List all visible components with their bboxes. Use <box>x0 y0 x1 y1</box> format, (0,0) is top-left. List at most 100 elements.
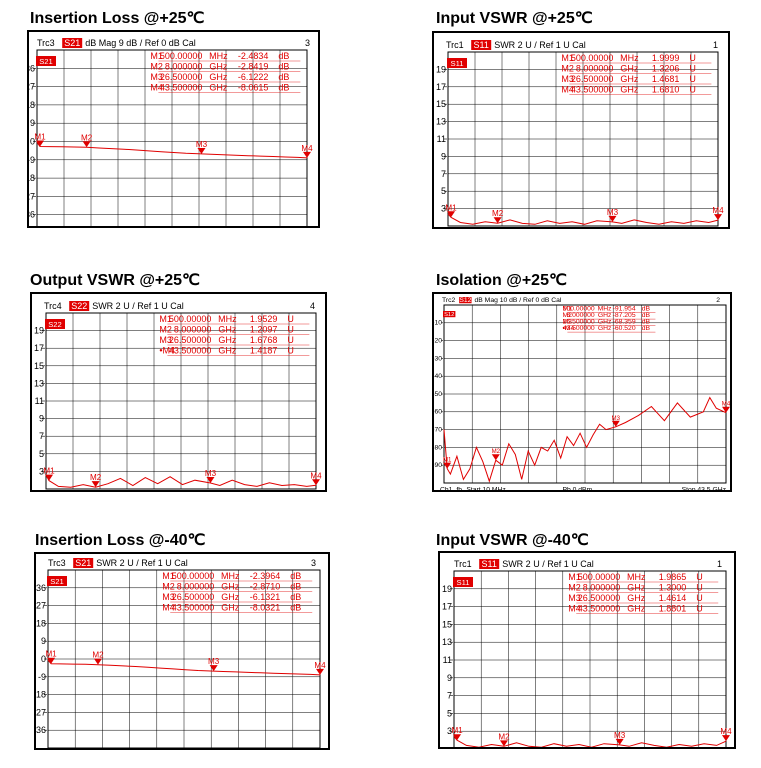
marker-triangle <box>91 481 100 488</box>
marker-value-unit: U <box>689 85 696 95</box>
ref-badge-label: S21 <box>50 577 64 586</box>
marker-value-unit: U <box>287 314 294 324</box>
y-tick-label: 7 <box>447 691 452 701</box>
channel-number: 2 <box>716 297 720 304</box>
ref-badge-label: S12 <box>444 312 454 318</box>
y-tick-label: -18 <box>29 173 35 183</box>
format-label: dB Mag 9 dB / Ref 0 dB Cal <box>85 38 196 48</box>
param-label: S12 <box>459 297 471 304</box>
trace-line <box>36 142 308 159</box>
marker-triangle <box>82 141 91 148</box>
y-tick-label: -27 <box>36 707 46 717</box>
analyzer-screen: Trc3 S21 dB Mag 9 dB / Ref 0 dB Cal 3 36 27 18… <box>27 30 320 228</box>
marker-value-unit: dB <box>290 582 301 592</box>
marker-value: 1.9529 <box>250 314 278 324</box>
marker-unit: MHz <box>221 571 240 581</box>
marker-value: 1.3000 <box>659 583 687 593</box>
y-tick-label: 3 <box>39 466 44 476</box>
marker-flag-label: M3 <box>196 140 208 149</box>
marker-freq: 500.00000 <box>169 314 212 324</box>
y-tick-label: 13 <box>442 637 452 647</box>
marker-triangle <box>615 738 624 745</box>
marker-freq: 26.500000 <box>169 335 212 345</box>
chart-svg: Trc1 S11 SWR 2 U / Ref 1 U Cal 119171513119… <box>436 40 724 227</box>
y-tick-label: 27 <box>29 82 35 92</box>
y-tick-label: 19 <box>442 584 452 594</box>
marker-value: 1.4681 <box>652 74 680 84</box>
marker-unit: MHz <box>620 53 639 63</box>
param-label: S11 <box>482 559 497 569</box>
marker-value: -87.205 <box>613 312 636 319</box>
y-tick-label: 15 <box>34 361 44 371</box>
footer-power: Pb 0 dBm <box>562 486 592 490</box>
marker-flag-label: M2 <box>81 133 93 142</box>
marker-freq: 26.500000 <box>563 319 595 326</box>
chart-svg: Trc3 S21 SWR 2 U / Ref 1 U Cal 3 36 27 18 9 0 -9 -… <box>36 558 326 748</box>
marker-freq: 8.000000 <box>583 583 621 593</box>
marker-name: M4 <box>150 83 163 93</box>
marker-triangle <box>303 151 311 158</box>
marker-freq: 26.500000 <box>172 592 215 602</box>
marker-unit: GHz <box>598 325 612 332</box>
marker-flag-label: M2 <box>498 732 510 741</box>
y-tick-label: 9 <box>441 151 446 161</box>
marker-freq: 43.500000 <box>563 325 595 332</box>
marker-freq: 500.00000 <box>563 306 595 313</box>
marker-flag-label: M4 <box>310 471 322 480</box>
marker-name: M2 <box>562 312 572 319</box>
marker-unit: GHz <box>620 74 639 84</box>
marker-triangle <box>608 215 617 222</box>
chart-svg: Trc1 S11 SWR 2 U / Ref 1 U Cal 119171513119… <box>442 559 732 747</box>
marker-flag-label: M1 <box>43 467 55 476</box>
y-tick-label: 3 <box>441 204 446 214</box>
marker-triangle <box>47 657 56 664</box>
marker-value-unit: dB <box>642 319 651 326</box>
y-tick-label: 18 <box>36 618 46 628</box>
footer-start: Start 10 MHz <box>466 486 506 490</box>
marker-triangle <box>722 406 730 413</box>
marker-unit: MHz <box>218 314 237 324</box>
ref-badge <box>443 311 456 318</box>
chart-title: Insertion Loss @-40℃ <box>35 532 206 549</box>
marker-name: M1 <box>159 314 172 324</box>
marker-freq: 43.500000 <box>578 604 621 614</box>
marker-flag-label: M2 <box>492 209 504 218</box>
marker-value: -68.359 <box>613 319 636 326</box>
marker-name: M2 <box>561 64 574 74</box>
marker-value-unit: U <box>696 604 703 614</box>
marker-value-unit: dB <box>278 72 289 82</box>
marker-unit: GHz <box>218 325 237 335</box>
y-tick-label: 7 <box>441 169 446 179</box>
marker-unit: GHz <box>221 592 240 602</box>
marker-name: •M4 <box>159 346 175 356</box>
marker-value: 1.4614 <box>659 593 687 603</box>
marker-flag-label: M4 <box>722 401 730 408</box>
marker-unit: GHz <box>627 583 646 593</box>
format-label: SWR 2 U / Ref 1 U Cal <box>494 40 586 50</box>
y-tick-label: 17 <box>34 343 44 353</box>
marker-unit: MHz <box>627 572 646 582</box>
y-tick-label: 7 <box>39 431 44 441</box>
chart-title: Insertion Loss @+25℃ <box>30 10 205 27</box>
marker-triangle <box>611 420 620 427</box>
y-tick-label: 13 <box>436 117 446 127</box>
y-tick-label: -9 <box>38 672 46 682</box>
y-tick-label: -36 <box>36 725 46 735</box>
marker-value-unit: dB <box>278 51 289 61</box>
marker-flag-label: M3 <box>205 469 217 478</box>
marker-unit: GHz <box>620 64 639 74</box>
marker-flag-label: M1 <box>445 203 457 212</box>
param-label: S21 <box>75 558 91 568</box>
param-label: S21 <box>64 38 80 48</box>
marker-flag-label: M3 <box>607 208 619 217</box>
marker-name: M2 <box>162 582 175 592</box>
channel-number: 1 <box>717 559 722 569</box>
marker-value: -8.0615 <box>238 83 269 93</box>
marker-triangle <box>209 665 218 672</box>
format-label: dB Mag 10 dB / Ref 0 dB Cal <box>475 297 562 304</box>
y-tick-label: -27 <box>29 191 35 201</box>
marker-name: M2 <box>150 62 163 72</box>
marker-unit: GHz <box>218 346 237 356</box>
